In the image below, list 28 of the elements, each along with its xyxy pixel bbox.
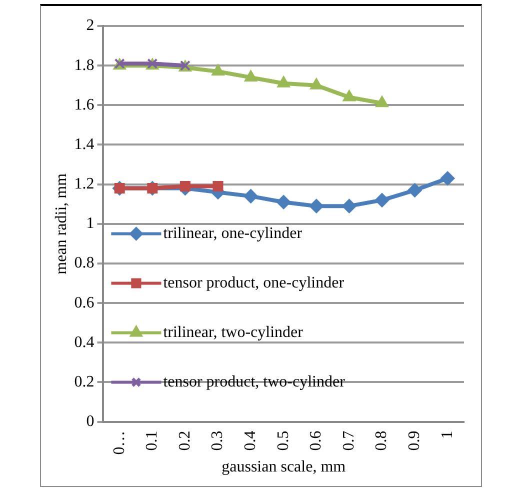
legend-label: trilinear, one-cylinder (163, 225, 303, 242)
y-tick-label: 1.8 (74, 56, 94, 74)
y-tick-label: 0.6 (74, 294, 94, 312)
x-tick-label: 1 (438, 430, 456, 439)
y-tick-label: 1 (86, 215, 94, 232)
x-tick-label: 0.7 (340, 430, 358, 451)
y-tick-label: 0.4 (74, 334, 94, 351)
x-tick-label: 0.2 (176, 430, 194, 451)
y-tick-label: 0.2 (74, 373, 94, 390)
x-tick-label: 0.5 (274, 430, 292, 451)
x-tick-label: 0.4 (242, 430, 260, 451)
y-tick-label: 0.8 (74, 254, 94, 272)
y-tick-label: 1.6 (74, 96, 94, 114)
y-tick-label: 2 (86, 17, 94, 34)
y-tick-label: 1.4 (74, 136, 94, 153)
y-tick-label: 0 (86, 413, 94, 430)
legend-label: trilinear, two-cylinder (163, 324, 304, 341)
x-tick-label: 0.3 (209, 430, 226, 451)
x-tick-label: 0… (110, 430, 128, 455)
y-tick-label: 1.2 (74, 176, 94, 193)
x-tick-label: 0.8 (373, 430, 390, 451)
x-tick-label: 0.9 (406, 430, 424, 451)
x-tick-label: 0.6 (308, 430, 325, 451)
y-axis-title: mean radii, mm (52, 172, 70, 274)
legend-label: tensor product, one-cylinder (163, 274, 345, 292)
x-axis-title: gaussian scale, mm (222, 458, 346, 476)
legend-label: tensor product, two-cylinder (163, 373, 346, 390)
x-tick-label: 0.1 (144, 430, 161, 451)
